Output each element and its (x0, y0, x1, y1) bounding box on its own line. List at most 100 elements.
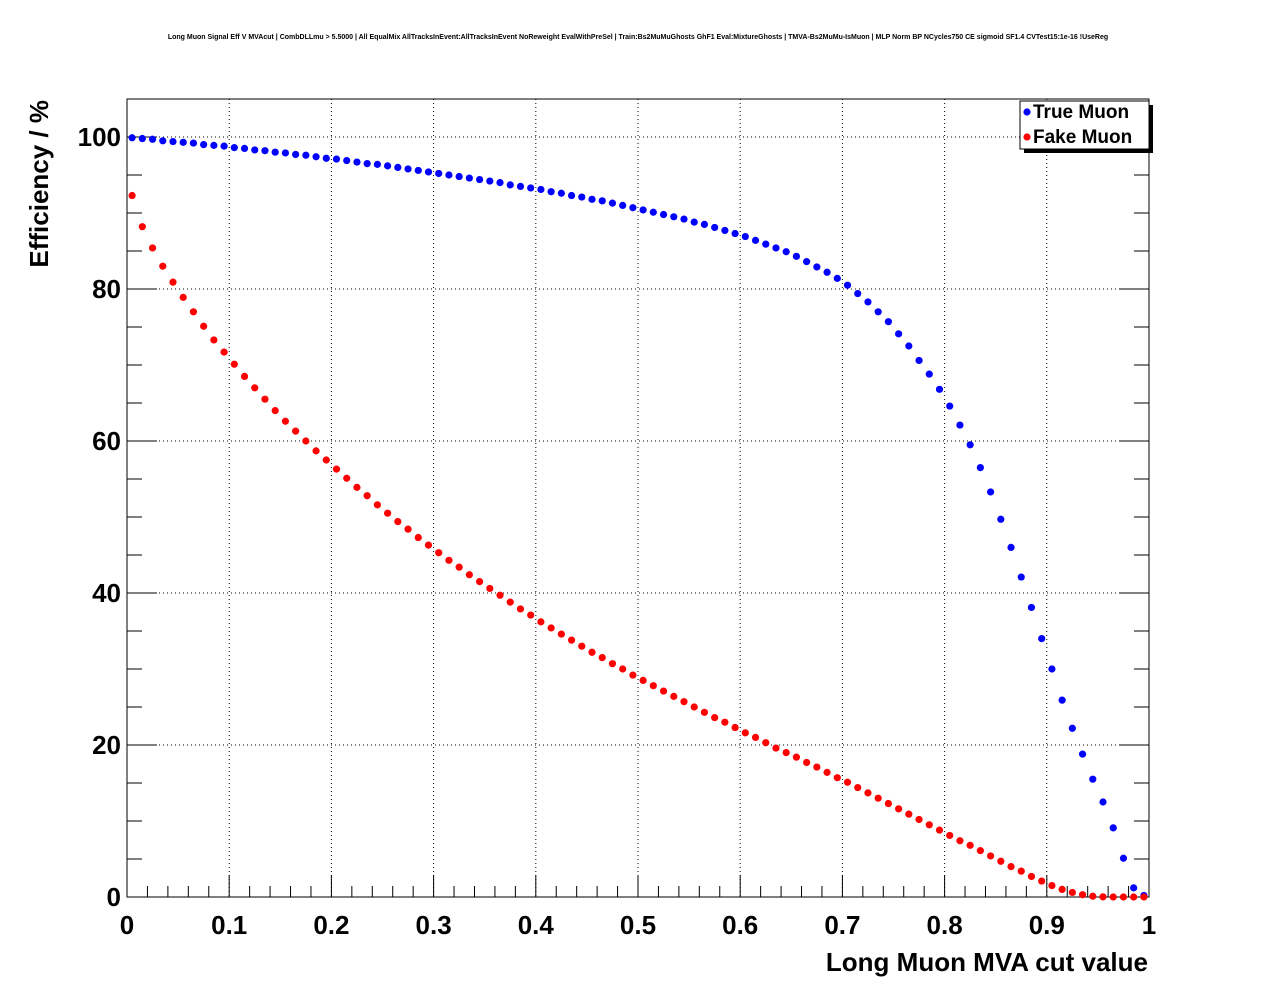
data-point-true-muon (557, 189, 565, 197)
data-point-true-muon (956, 421, 964, 429)
data-point-fake-muon (424, 541, 433, 549)
data-point-fake-muon (1048, 882, 1056, 890)
data-point-true-muon (741, 232, 749, 241)
data-point-fake-muon (874, 794, 882, 802)
data-point-true-muon (516, 182, 525, 190)
data-point-true-muon (353, 158, 361, 166)
data-point-fake-muon (884, 799, 892, 808)
data-point-fake-muon (782, 749, 790, 757)
data-point-true-muon (424, 168, 433, 176)
data-point-fake-muon (537, 618, 545, 626)
series-true-muon (128, 134, 1148, 900)
data-point-true-muon (659, 210, 668, 219)
data-point-true-muon (465, 174, 473, 182)
data-point-true-muon (567, 191, 576, 200)
data-point-fake-muon (731, 723, 739, 732)
data-point-fake-muon (649, 682, 657, 690)
data-point-fake-muon (414, 533, 422, 542)
data-point-fake-muon (302, 437, 310, 445)
data-point-fake-muon (1027, 872, 1036, 881)
data-point-true-muon (905, 342, 913, 350)
legend-box (1019, 100, 1150, 150)
data-point-fake-muon (332, 465, 341, 473)
data-point-true-muon (1027, 603, 1036, 612)
data-point-fake-muon (1140, 893, 1148, 901)
data-point-true-muon (527, 184, 535, 192)
data-point-true-muon (619, 201, 627, 209)
x-tick-label: 0 (120, 910, 134, 940)
data-point-true-muon (455, 172, 463, 181)
data-point-fake-muon (475, 578, 484, 586)
y-tick-label: 20 (92, 730, 121, 760)
data-point-true-muon (649, 208, 657, 216)
data-point-true-muon (486, 177, 494, 185)
data-point-fake-muon (690, 703, 698, 711)
data-point-true-muon (608, 199, 617, 207)
axis-ticks (126, 136, 1150, 898)
data-point-fake-muon (803, 758, 811, 767)
y-tick-label: 40 (92, 578, 121, 608)
data-point-true-muon (1068, 724, 1076, 732)
data-point-fake-muon (486, 584, 494, 593)
data-point-true-muon (1119, 854, 1128, 862)
x-tick-label: 1 (1142, 910, 1156, 940)
data-point-fake-muon (895, 805, 903, 813)
legend-label-fake-muon: Fake Muon (1033, 127, 1132, 148)
data-point-true-muon (700, 220, 709, 228)
data-point-fake-muon (833, 774, 841, 782)
data-point-fake-muon (1017, 867, 1025, 875)
series-fake-muon (128, 191, 1148, 901)
y-tick-label: 0 (107, 882, 121, 912)
data-point-true-muon (782, 248, 790, 256)
data-point-true-muon (823, 268, 831, 276)
data-point-fake-muon (843, 778, 852, 786)
data-point-fake-muon (629, 671, 637, 679)
data-point-true-muon (251, 146, 259, 154)
data-series (128, 134, 1148, 901)
data-point-true-muon (179, 138, 187, 146)
x-tick-label: 0.1 (211, 910, 247, 940)
data-point-true-muon (854, 289, 862, 298)
data-point-fake-muon (159, 262, 167, 270)
data-point-fake-muon (230, 360, 238, 368)
data-point-true-muon (762, 240, 770, 248)
data-point-fake-muon (670, 692, 678, 700)
data-point-fake-muon (200, 322, 208, 330)
data-point-true-muon (373, 160, 381, 168)
data-point-true-muon (169, 137, 177, 146)
x-tick-label: 0.5 (620, 910, 656, 940)
data-point-fake-muon (527, 611, 535, 619)
data-point-fake-muon (1119, 893, 1128, 901)
data-point-true-muon (721, 226, 729, 235)
x-tick-label: 0.2 (313, 910, 349, 940)
y-tick-label: 60 (92, 426, 121, 456)
data-point-true-muon (864, 298, 872, 306)
data-point-true-muon (813, 263, 821, 271)
data-point-fake-muon (578, 642, 586, 650)
data-point-fake-muon (128, 191, 136, 200)
data-point-fake-muon (854, 783, 862, 792)
data-point-fake-muon (1038, 877, 1046, 885)
data-point-fake-muon (343, 474, 351, 482)
data-point-true-muon (363, 160, 371, 168)
data-point-true-muon (312, 153, 320, 161)
data-point-fake-muon (1068, 888, 1076, 897)
data-point-fake-muon (251, 384, 259, 392)
data-point-true-muon (772, 244, 780, 252)
data-point-true-muon (128, 134, 136, 142)
data-point-true-muon (475, 175, 484, 184)
data-point-fake-muon (1109, 893, 1117, 901)
data-point-true-muon (220, 142, 228, 150)
data-point-true-muon (230, 144, 238, 152)
data-point-fake-muon (557, 630, 565, 638)
data-point-true-muon (189, 139, 198, 147)
legend-marker-fake-muon (1023, 133, 1031, 141)
x-tick-label: 0.4 (518, 910, 555, 940)
data-point-fake-muon (956, 837, 964, 845)
data-point-true-muon (240, 144, 249, 152)
data-point-true-muon (1099, 798, 1107, 806)
data-point-fake-muon (1099, 893, 1107, 901)
data-point-true-muon (874, 308, 882, 316)
x-axis-title: Long Muon MVA cut value (826, 947, 1148, 977)
data-point-true-muon (404, 165, 412, 173)
